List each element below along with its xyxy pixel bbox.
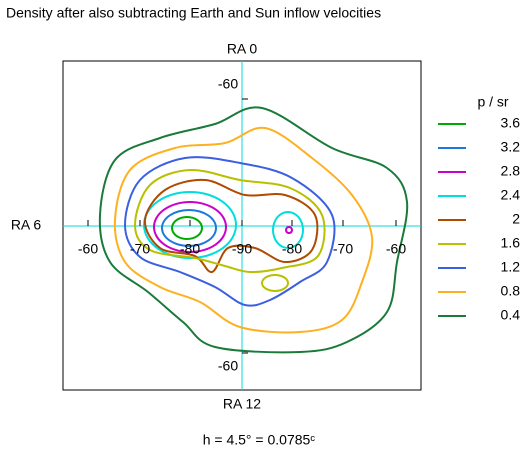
contour-line <box>98 106 409 354</box>
contour-line <box>142 190 238 260</box>
footer: h = 4.5° = 0.0785ᶜ <box>203 432 316 448</box>
legend-label: 1.6 <box>501 235 521 251</box>
legend-label: 0.4 <box>501 307 521 323</box>
legend-label: 1.2 <box>501 259 521 275</box>
x-tick-label: -80 <box>282 241 302 257</box>
legend-title: p / sr <box>477 94 508 110</box>
contours <box>98 106 409 354</box>
contour-line <box>133 168 326 274</box>
contour-line <box>143 178 319 274</box>
x-tick-label: -80 <box>180 241 200 257</box>
contour-line <box>271 210 305 250</box>
legend-label: 3.2 <box>501 139 521 155</box>
x-tick-label: -70 <box>333 241 353 257</box>
contour-line <box>113 126 374 334</box>
contour-line <box>152 200 228 254</box>
x-tick-label: -90 <box>232 241 252 257</box>
contour-line <box>160 208 218 248</box>
legend-label: 0.8 <box>501 283 521 299</box>
legend-label: 2.8 <box>501 163 521 179</box>
contour-line <box>284 225 294 235</box>
bottom-label: RA 12 <box>223 396 261 412</box>
contour-line <box>170 215 204 241</box>
x-tick-label: -60 <box>386 241 406 257</box>
y-tick-label: -60 <box>218 76 238 92</box>
y-tick-label: -60 <box>218 358 238 374</box>
contour-line <box>123 156 336 307</box>
x-tick-label: -70 <box>130 241 150 257</box>
x-tick-label: -60 <box>78 241 98 257</box>
chart-title: Density after also subtracting Earth and… <box>6 5 381 21</box>
legend-label: 3.6 <box>501 115 521 131</box>
legend-label: 2 <box>512 211 520 227</box>
top-label: RA 0 <box>227 41 258 57</box>
contour-line <box>260 273 290 293</box>
left-label: RA 6 <box>11 217 42 233</box>
legend-label: 2.4 <box>501 187 521 203</box>
